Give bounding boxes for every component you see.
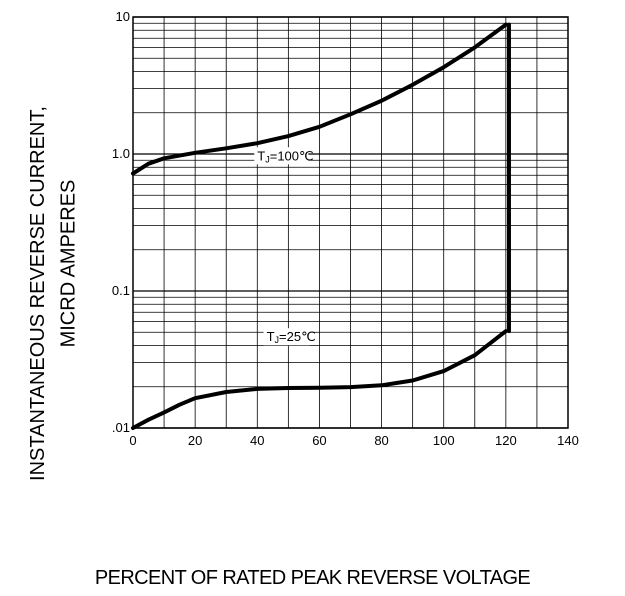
y-tick-label: 1.0 [112,146,130,161]
x-tick-label: 20 [188,433,202,448]
plot-frame [132,16,569,429]
x-axis-label: PERCENT OF RATED PEAK REVERSE VOLTAGE [94,567,531,589]
x-tick-label: 0 [129,433,136,448]
tick-labels: 0 20 40 60 80 100 120 140 .01 0.1 1.0 10 [112,9,579,448]
x-tick-label: 100 [433,433,455,448]
series-label-text: TJ=25℃ [267,329,316,345]
y-axis-label-line2: MICRD AMPERES [57,179,80,347]
x-tick-label: 120 [495,433,517,448]
series-curves [131,22,511,430]
series-label-background [263,328,310,346]
series-label-text: TJ=100℃ [257,148,313,164]
y-tick-label: 0.1 [112,283,130,298]
series-labels: TJ=100℃ TJ=25℃ [254,147,316,346]
y-tick-label: 10 [116,9,130,24]
x-tick-label: 140 [557,433,579,448]
series-line [131,22,508,176]
x-tick-label: 80 [374,433,388,448]
y-tick-label: .01 [112,420,130,435]
x-tick-label: 60 [312,433,326,448]
y-axis-label-line1: INSTANTANEOUS REVERSE CURRENT, [26,105,49,481]
series-line [131,329,508,430]
series-label: TJ=25℃ [263,328,316,346]
series-label-background [254,147,309,165]
grid [132,16,569,429]
x-tick-label: 40 [250,433,264,448]
series-label: TJ=100℃ [254,147,314,165]
